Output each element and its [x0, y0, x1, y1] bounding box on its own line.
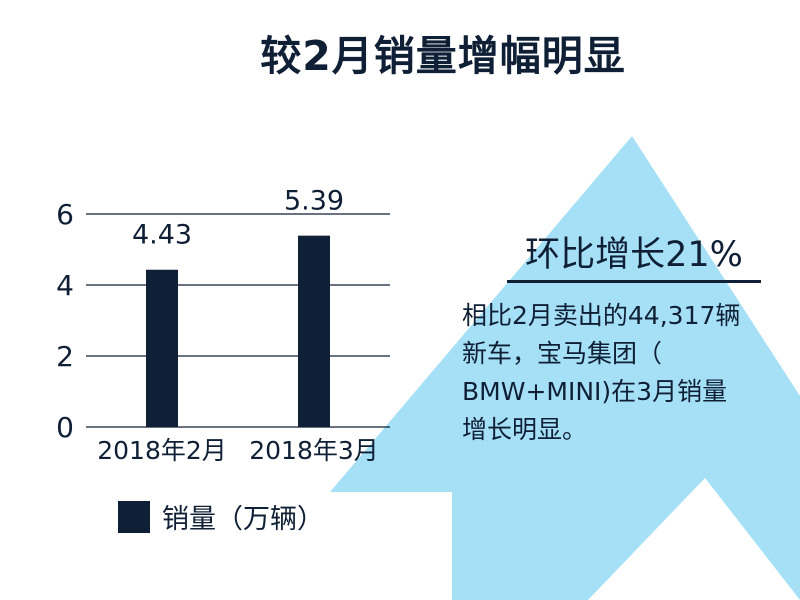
description-line: BMW+MINI)在3月销量 [462, 377, 728, 406]
x-tick-label: 2018年3月 [249, 436, 379, 465]
y-tick-label: 0 [56, 411, 74, 444]
chart-legend: 销量（万辆） [118, 497, 324, 536]
y-tick-label: 4 [56, 269, 74, 302]
bars [146, 235, 330, 427]
gridlines [86, 213, 390, 428]
page-title: 较2月销量增幅明显 [260, 32, 626, 80]
x-axis-ticks: 2018年2月 2018年3月 [97, 436, 379, 465]
data-label: 4.43 [132, 220, 192, 251]
data-labels: 4.43 5.39 [132, 186, 344, 251]
headline-box: 环比增长21% [507, 226, 761, 283]
arrow-gap [588, 478, 800, 600]
legend-swatch [118, 500, 150, 533]
bar [298, 235, 330, 427]
headline: 环比增长21% [525, 235, 743, 275]
data-label: 5.39 [284, 186, 344, 217]
bar [146, 269, 178, 427]
legend-label: 销量（万辆） [162, 504, 324, 535]
x-tick-label: 2018年2月 [97, 436, 227, 465]
description-line: 增长明显。 [462, 415, 588, 444]
arrow-shape [330, 136, 800, 600]
description-line: 相比2月卖出的44,317辆 [462, 301, 741, 330]
description: 相比2月卖出的44,317辆 新车，宝马集团（ BMW+MINI)在3月销量 增… [462, 297, 782, 449]
y-tick-label: 2 [56, 340, 74, 373]
description-line: 新车，宝马集团（ [462, 339, 663, 368]
y-axis-ticks: 0 2 4 6 [56, 198, 74, 444]
y-tick-label: 6 [56, 198, 74, 231]
